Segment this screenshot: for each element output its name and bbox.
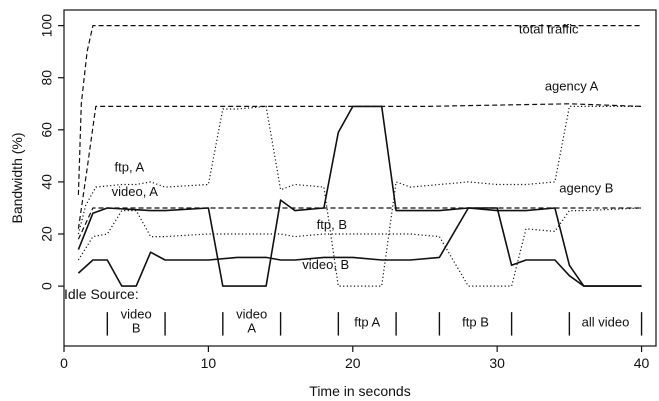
series-annotation: video, A [112,184,159,199]
series-line-ftpA [77,105,642,287]
series-annotation: total traffic [519,21,579,36]
series-layer [77,25,642,287]
idle-period-label: video [121,307,152,322]
annotation-layer: total traffic agency A agency B ftp, A video… [112,21,614,272]
series-line-videoA [77,105,642,287]
axes: 0 10 20 30 40 0 20 40 60 80 100 [39,14,650,371]
series-annotation: video, B [302,257,349,272]
y-tick-label: 60 [39,122,55,138]
y-tick-label: 20 [39,226,55,242]
series-annotation: agency A [545,79,599,94]
idle-period-label: B [132,321,141,336]
plot-frame [63,9,657,347]
y-tick-label: 0 [39,282,55,290]
series-annotation: ftp, A [115,159,145,174]
idle-period-label: A [247,321,256,336]
series-line-agencyB [77,207,642,240]
y-tick-label: 40 [39,174,55,190]
idle-source-title: Idle Source: [64,286,139,302]
x-tick-label: 20 [345,355,361,371]
series-annotation: agency B [559,180,613,195]
y-tick-label: 80 [39,70,55,86]
series-line-total [77,25,642,195]
idle-period-label: all video [582,314,630,329]
x-tick-label: 0 [60,355,68,371]
x-tick-label: 40 [634,355,650,371]
x-axis-label: Time in seconds [309,383,410,399]
x-tick-label: 10 [201,355,217,371]
y-axis-label: Bandwidth (%) [9,132,25,223]
idle-period-label: ftp B [462,314,489,329]
series-line-videoB [77,207,642,287]
idle-period-label: ftp A [354,314,380,329]
x-tick-label: 30 [489,355,505,371]
series-annotation: ftp, B [317,217,347,232]
idle-period-label: video [236,307,267,322]
y-tick-label: 100 [39,14,55,38]
series-line-agencyA [77,103,642,229]
